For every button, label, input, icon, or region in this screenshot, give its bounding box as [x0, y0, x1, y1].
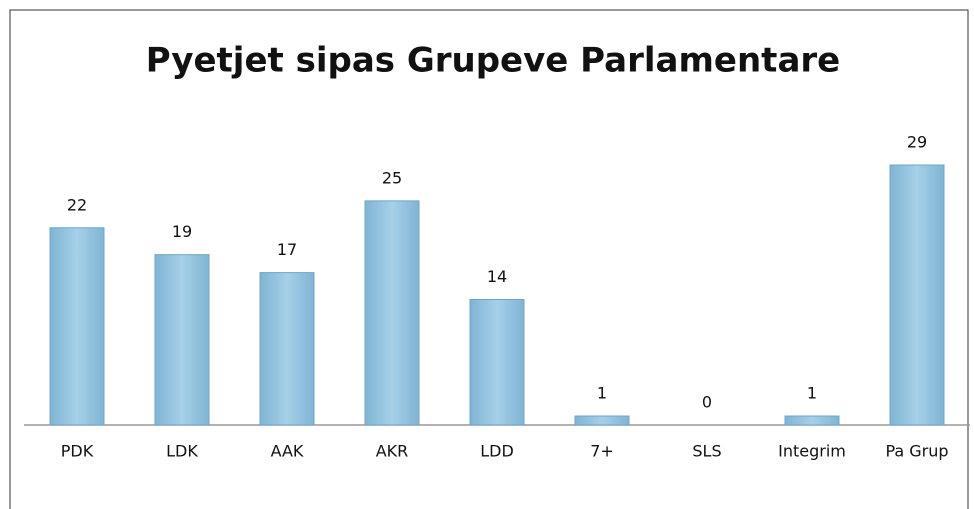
- x-tick-label: LDD: [480, 442, 514, 461]
- frame: [9, 9, 969, 509]
- bar: [49, 227, 105, 426]
- x-tick-label: PDK: [61, 442, 94, 461]
- bar: [154, 254, 210, 426]
- bar: [889, 164, 945, 426]
- x-tick-label: AKR: [376, 442, 409, 461]
- chart-title: Pyetjet sipas Grupeve Parlamentare: [146, 41, 840, 81]
- x-tick-label: 7+: [590, 442, 614, 461]
- x-tick-label: SLS: [692, 442, 721, 461]
- value-label: 25: [382, 168, 402, 187]
- value-label: 0: [702, 393, 712, 412]
- bar: [784, 415, 840, 426]
- bar: [574, 415, 630, 426]
- x-tick-label: Pa Grup: [885, 442, 948, 461]
- value-label: 19: [172, 222, 192, 241]
- value-label: 1: [807, 384, 817, 403]
- value-label: 22: [67, 195, 87, 214]
- x-tick-label: LDK: [166, 442, 198, 461]
- x-tick-label: AAK: [271, 442, 304, 461]
- value-label: 29: [907, 133, 927, 152]
- value-label: 14: [487, 267, 507, 286]
- x-tick-label: Integrim: [778, 442, 846, 461]
- bar: [469, 298, 525, 426]
- value-label: 17: [277, 240, 297, 259]
- value-label: 1: [597, 384, 607, 403]
- bar: [364, 200, 420, 426]
- bar: [259, 272, 315, 426]
